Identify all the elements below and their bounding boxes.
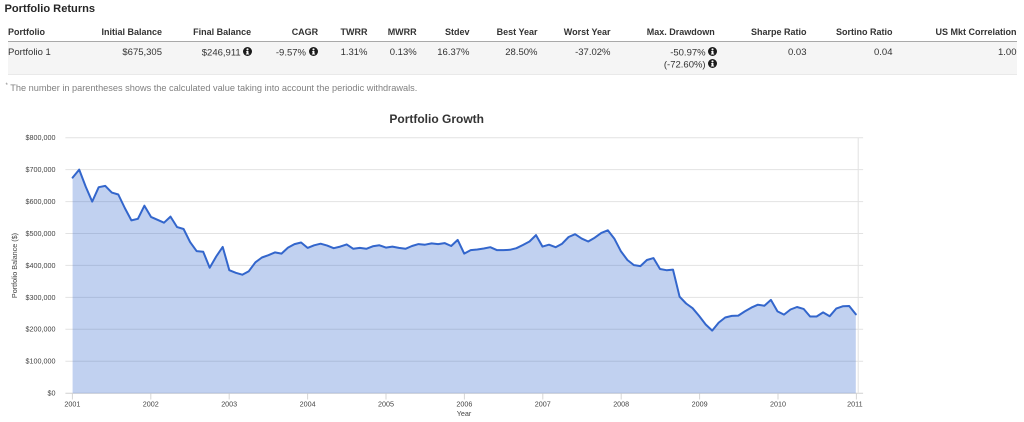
svg-text:$300,000: $300,000 bbox=[26, 293, 56, 302]
svg-text:Portfolio Growth: Portfolio Growth bbox=[389, 112, 484, 126]
svg-text:2006: 2006 bbox=[456, 399, 472, 408]
svg-text:$800,000: $800,000 bbox=[26, 133, 56, 142]
svg-text:Portfolio Balance ($): Portfolio Balance ($) bbox=[10, 233, 19, 298]
svg-text:2010: 2010 bbox=[770, 399, 786, 408]
svg-text:$400,000: $400,000 bbox=[26, 261, 56, 270]
svg-text:$500,000: $500,000 bbox=[26, 229, 56, 238]
svg-text:2011: 2011 bbox=[847, 399, 862, 408]
svg-text:$100,000: $100,000 bbox=[26, 357, 56, 366]
svg-text:$600,000: $600,000 bbox=[26, 197, 56, 206]
svg-text:2002: 2002 bbox=[143, 399, 159, 408]
svg-text:Year: Year bbox=[457, 409, 472, 418]
svg-text:2003: 2003 bbox=[221, 399, 237, 408]
svg-text:2008: 2008 bbox=[613, 399, 629, 408]
svg-text:2005: 2005 bbox=[378, 399, 394, 408]
svg-text:2009: 2009 bbox=[692, 399, 708, 408]
svg-text:2001: 2001 bbox=[64, 399, 80, 408]
svg-text:2007: 2007 bbox=[535, 399, 551, 408]
svg-text:$0: $0 bbox=[48, 389, 56, 398]
svg-text:2004: 2004 bbox=[300, 399, 316, 408]
svg-text:$700,000: $700,000 bbox=[26, 165, 56, 174]
svg-text:$200,000: $200,000 bbox=[26, 325, 56, 334]
